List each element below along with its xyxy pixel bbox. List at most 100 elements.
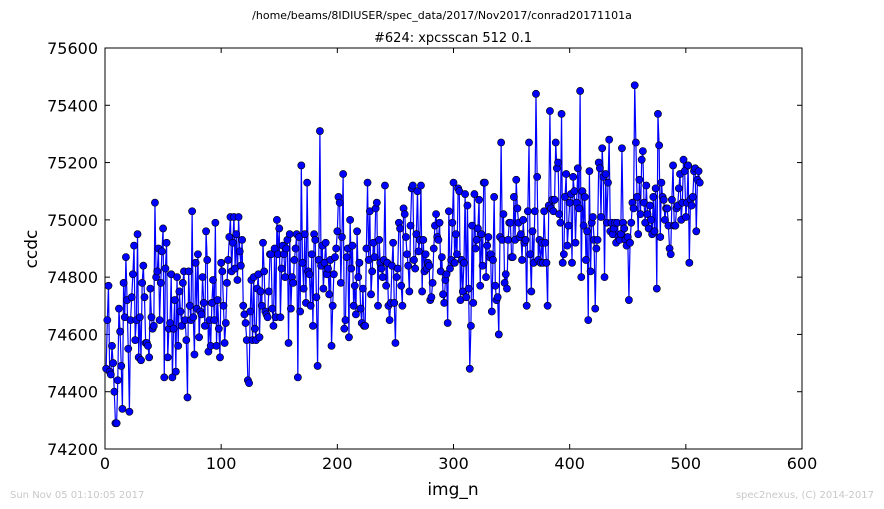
data-point [681,213,690,221]
x-tick-label: 400 [554,454,585,473]
data-point [546,107,554,115]
data-point [412,230,421,239]
data-point [345,333,353,342]
data-point [118,404,127,413]
data-point [442,270,451,279]
y-tick-label: 75400 [47,96,98,115]
data-point [591,304,600,313]
data-point [654,109,662,118]
footer-timestamp: Sun Nov 05 01:10:05 2017 [10,490,144,501]
data-point [397,281,406,290]
data-point [135,313,144,322]
data-point [239,301,248,310]
data-point [218,267,227,276]
data-point [213,296,222,304]
data-point [404,261,413,270]
data-point [555,210,564,219]
data-point [558,258,567,267]
data-point [597,213,605,221]
data-point [634,230,643,239]
data-point [483,241,492,250]
data-point [540,207,549,216]
data-point [473,224,482,233]
data-point [550,195,559,204]
data-point [692,227,701,236]
data-point [510,193,518,201]
data-point [645,201,654,210]
data-point [440,299,449,307]
data-point [421,250,430,259]
data-point [414,247,423,256]
data-point [541,238,550,247]
data-point [688,193,697,201]
data-point [526,250,535,259]
data-point [434,236,443,244]
data-point [145,353,154,362]
data-point [627,218,636,227]
data-point [153,267,162,276]
data-point [319,284,328,293]
data-point [113,376,122,385]
data-point [600,273,609,282]
data-point [347,264,356,273]
data-point [234,213,243,221]
data-point [175,287,184,296]
data-point [523,207,532,216]
data-point [583,227,591,236]
data-point [512,175,521,184]
file-path-text: /home/beams/8IDIUSER/spec_data/2017/Nov2… [252,9,632,22]
data-point [480,178,489,187]
data-point [620,224,629,233]
data-point [532,89,540,98]
data-point [238,236,246,244]
data-point [651,184,660,193]
data-point [273,215,281,224]
data-point [671,221,680,230]
data-point [298,258,307,267]
data-point [390,299,399,307]
data-point [630,81,639,90]
data-point [626,238,634,247]
data-point [519,215,528,224]
data-point [381,181,389,190]
data-point [687,201,696,210]
data-point [341,316,350,325]
data-point [166,319,174,327]
data-point [138,278,147,287]
data-point [327,341,336,350]
data-point [119,278,128,287]
data-point [427,293,436,302]
data-point [401,233,410,241]
data-point [216,353,224,362]
data-point [202,227,210,236]
data-point [291,244,300,253]
y-tick-label: 75200 [47,154,98,173]
data-point [199,299,208,307]
data-point [592,244,601,253]
data-point [104,281,113,290]
data-point [569,172,578,181]
data-point [661,215,669,224]
footer-credit: spec2nexus, (C) 2014-2017 [736,490,874,501]
data-point [197,310,206,319]
data-point [183,393,192,402]
data-point [309,321,317,330]
data-point [342,253,351,261]
data-point [224,256,233,264]
data-point [194,250,202,259]
data-point [437,253,446,261]
data-point [130,241,138,250]
y-tick-label: 74800 [47,268,98,287]
data-point [250,324,259,333]
data-point [425,261,434,270]
data-point [173,273,181,282]
data-point [501,270,510,279]
data-point [140,293,149,302]
data-point [462,293,471,302]
data-point [200,321,209,330]
data-point [460,258,468,267]
data-point [378,273,387,282]
data-point [203,256,212,264]
data-point [190,350,199,359]
data-point [286,304,295,313]
